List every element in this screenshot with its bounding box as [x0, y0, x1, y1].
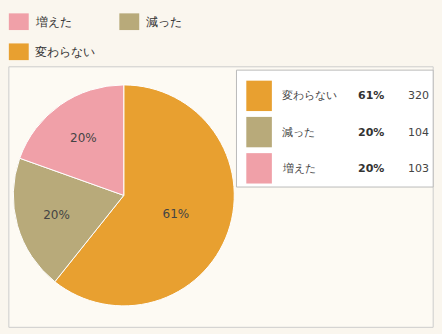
svg-text:61%: 61%: [163, 207, 190, 221]
svg-text:20%: 20%: [358, 162, 384, 175]
svg-text:減った: 減った: [282, 126, 315, 139]
svg-text:変わらない: 変わらない: [35, 45, 95, 59]
svg-text:増えた: 増えた: [282, 162, 316, 175]
svg-text:320: 320: [408, 89, 429, 102]
svg-text:減った: 減った: [146, 15, 182, 29]
svg-text:103: 103: [408, 162, 429, 175]
svg-text:増えた: 増えた: [35, 15, 72, 29]
svg-text:変わらない: 変わらない: [282, 89, 337, 102]
svg-text:20%: 20%: [70, 131, 97, 145]
svg-text:104: 104: [408, 126, 429, 139]
svg-text:20%: 20%: [358, 126, 384, 139]
svg-text:61%: 61%: [358, 89, 384, 102]
svg-text:20%: 20%: [43, 208, 70, 222]
